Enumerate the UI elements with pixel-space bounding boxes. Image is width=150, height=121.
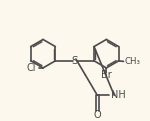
Text: CH₃: CH₃ bbox=[125, 57, 141, 66]
Text: S: S bbox=[71, 56, 78, 66]
Text: NH: NH bbox=[111, 90, 126, 100]
Text: Cl: Cl bbox=[27, 63, 36, 73]
Text: O: O bbox=[93, 110, 101, 120]
Text: Br: Br bbox=[101, 70, 112, 80]
